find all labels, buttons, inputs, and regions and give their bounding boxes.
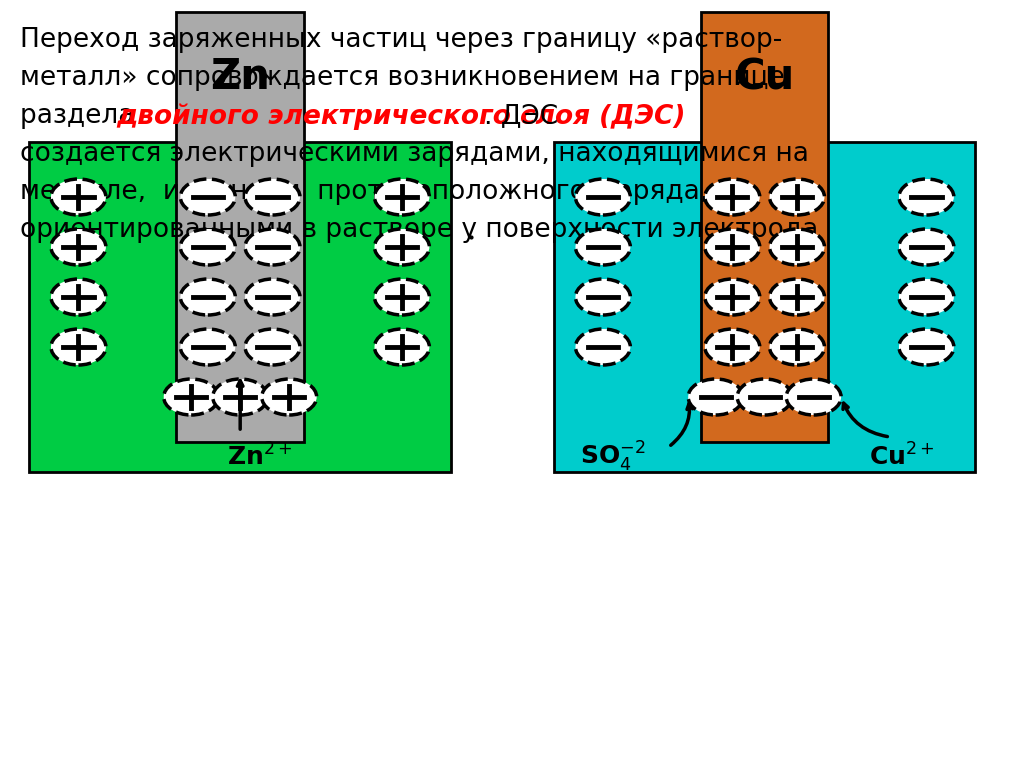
Text: металле,  и  ионами  противоположного  заряда,: металле, и ионами противоположного заряд… xyxy=(19,179,708,205)
Ellipse shape xyxy=(245,229,300,265)
Ellipse shape xyxy=(737,379,793,415)
Ellipse shape xyxy=(375,279,429,315)
Ellipse shape xyxy=(770,329,824,365)
Ellipse shape xyxy=(575,229,631,265)
Ellipse shape xyxy=(705,229,760,265)
Ellipse shape xyxy=(51,179,105,215)
Text: ориентированными в растворе у поверхности электрода: ориентированными в растворе у поверхност… xyxy=(19,217,818,243)
Ellipse shape xyxy=(575,279,631,315)
Text: двойного электрического слоя (ДЭС): двойного электрического слоя (ДЭС) xyxy=(117,103,686,130)
Text: Cu: Cu xyxy=(734,56,795,98)
Ellipse shape xyxy=(899,279,953,315)
Ellipse shape xyxy=(770,279,824,315)
Ellipse shape xyxy=(705,329,760,365)
Ellipse shape xyxy=(213,379,267,415)
Ellipse shape xyxy=(899,179,953,215)
Ellipse shape xyxy=(375,229,429,265)
Ellipse shape xyxy=(180,329,236,365)
FancyBboxPatch shape xyxy=(701,12,828,442)
Ellipse shape xyxy=(786,379,841,415)
Text: Zn$^{2+}$: Zn$^{2+}$ xyxy=(227,443,293,471)
Ellipse shape xyxy=(262,379,316,415)
Ellipse shape xyxy=(375,179,429,215)
Ellipse shape xyxy=(575,179,631,215)
Ellipse shape xyxy=(688,379,743,415)
Ellipse shape xyxy=(180,279,236,315)
Ellipse shape xyxy=(51,229,105,265)
Ellipse shape xyxy=(375,329,429,365)
Ellipse shape xyxy=(899,329,953,365)
Text: создается электрическими зарядами, находящимися на: создается электрическими зарядами, наход… xyxy=(19,141,809,167)
Ellipse shape xyxy=(245,329,300,365)
Ellipse shape xyxy=(51,279,105,315)
FancyBboxPatch shape xyxy=(30,142,451,472)
Ellipse shape xyxy=(180,229,236,265)
Ellipse shape xyxy=(164,379,218,415)
Ellipse shape xyxy=(245,179,300,215)
Ellipse shape xyxy=(575,329,631,365)
Ellipse shape xyxy=(180,179,236,215)
Text: раздела: раздела xyxy=(19,103,142,129)
Ellipse shape xyxy=(705,279,760,315)
Ellipse shape xyxy=(770,229,824,265)
Text: SO$_4^{-2}$: SO$_4^{-2}$ xyxy=(580,440,645,474)
Ellipse shape xyxy=(245,279,300,315)
FancyBboxPatch shape xyxy=(176,12,304,442)
Text: Cu$^{2+}$: Cu$^{2+}$ xyxy=(869,443,935,471)
Ellipse shape xyxy=(899,229,953,265)
Ellipse shape xyxy=(51,329,105,365)
FancyBboxPatch shape xyxy=(554,142,976,472)
Text: Zn: Zn xyxy=(210,56,270,98)
Text: металл» сопровождается возникновением на границе: металл» сопровождается возникновением на… xyxy=(19,65,784,91)
Ellipse shape xyxy=(705,179,760,215)
Text: . ДЭС: . ДЭС xyxy=(484,103,558,129)
Ellipse shape xyxy=(770,179,824,215)
Text: Переход заряженных частиц через границу «раствор-: Переход заряженных частиц через границу … xyxy=(19,27,782,53)
